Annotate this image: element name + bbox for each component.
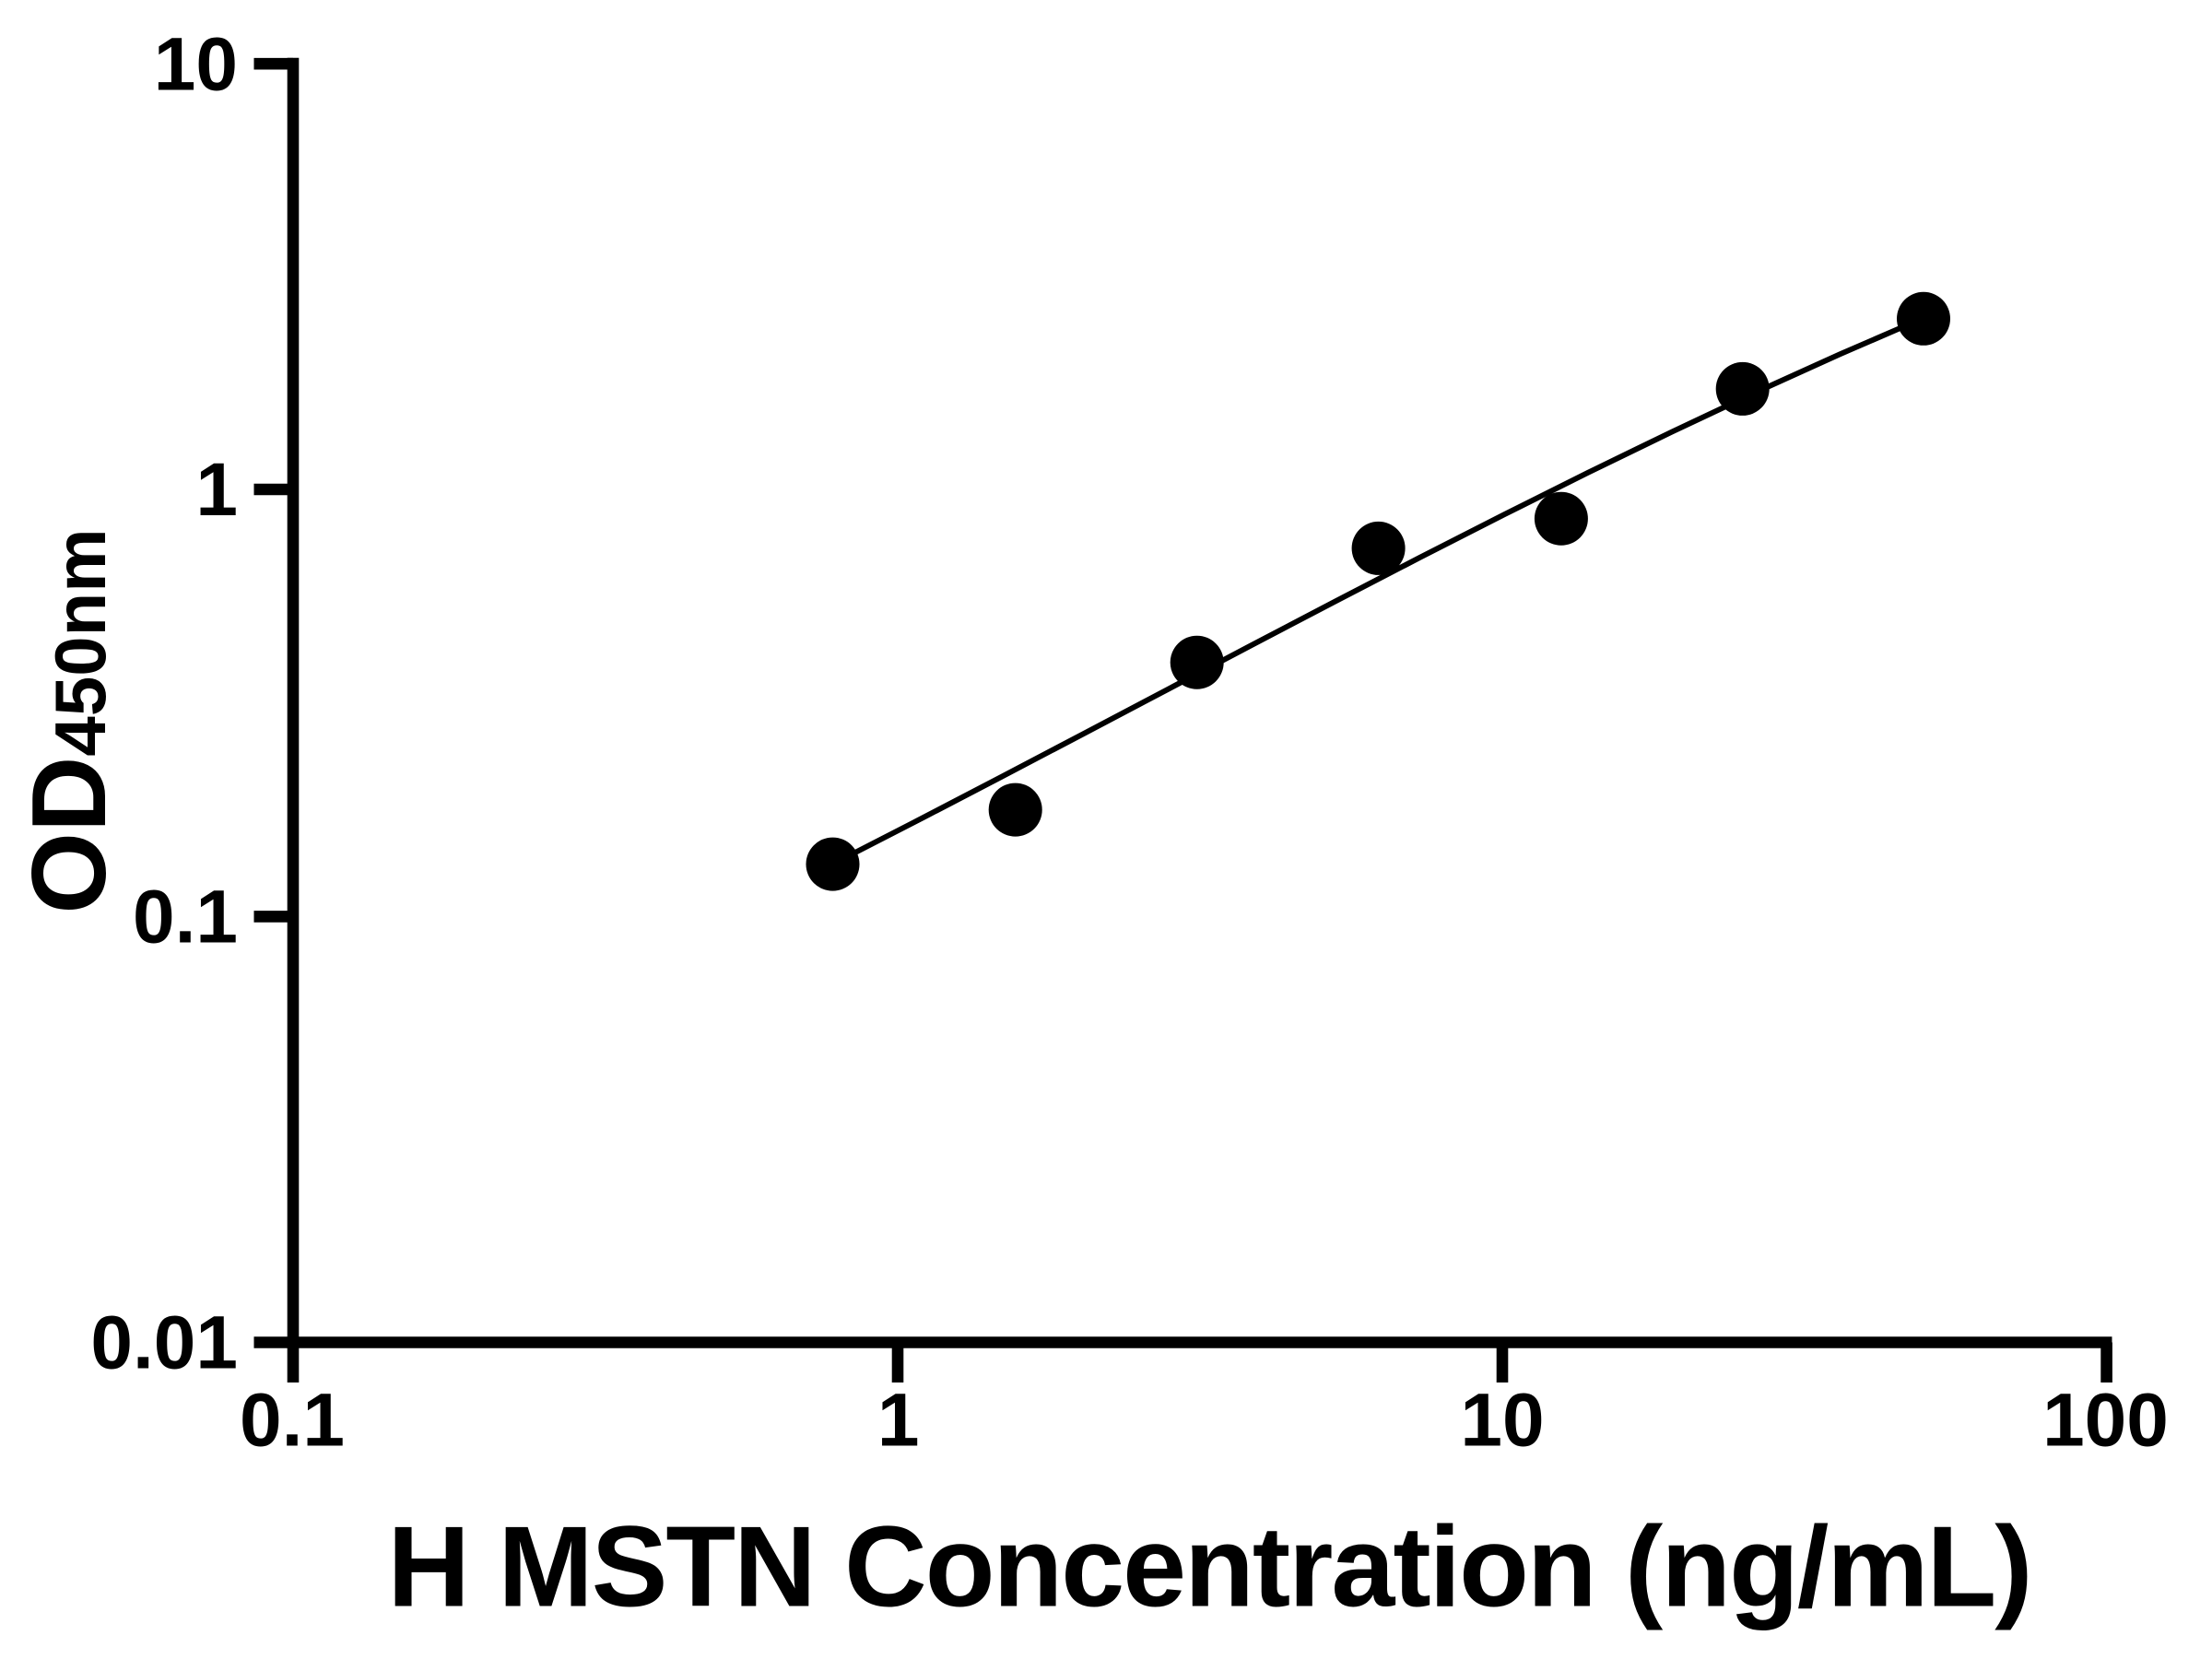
svg-text:0.01: 0.01 [90, 1301, 238, 1385]
svg-text:0.1: 0.1 [240, 1378, 345, 1462]
svg-text:10: 10 [154, 22, 238, 106]
svg-text:1: 1 [195, 448, 238, 532]
svg-text:H MSTN Concentration (ng/mL): H MSTN Concentration (ng/mL) [387, 1503, 2030, 1630]
svg-text:1: 1 [877, 1378, 920, 1462]
svg-text:100: 100 [2042, 1378, 2169, 1462]
svg-text:0.1: 0.1 [133, 876, 238, 959]
svg-text:10: 10 [1460, 1378, 1544, 1462]
